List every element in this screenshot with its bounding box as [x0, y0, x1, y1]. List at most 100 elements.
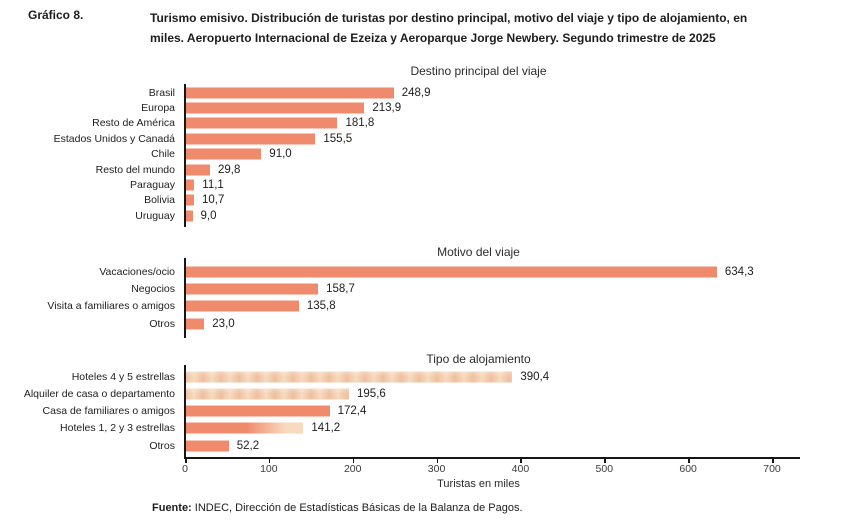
x-tick-mark [604, 459, 606, 463]
bar-track: 634,3 [185, 263, 800, 280]
bar-row: Chile 91,0 [0, 147, 800, 162]
source-note: Fuente: INDEC, Dirección de Estadísticas… [152, 502, 523, 514]
bar-row: Alquiler de casa o departamento 195,6 [0, 385, 800, 402]
x-tick-label: 100 [260, 463, 278, 475]
chart-destino-principal: Destino principal del viaje Brasil 248,9 E… [0, 64, 851, 234]
x-tick-mark [772, 459, 774, 463]
bar-track: 141,2 [185, 420, 800, 437]
bar-track: 155,5 [185, 131, 800, 146]
x-tick-label: 200 [343, 463, 362, 475]
bar [185, 440, 229, 452]
y-axis-line [184, 365, 186, 459]
bar-track: 10,7 [185, 193, 800, 208]
bar [185, 179, 195, 191]
category-label: Visita a familiares o amigos [47, 300, 175, 313]
chart-title-destino: Destino principal del viaje [410, 64, 547, 78]
value-label: 634,3 [724, 265, 754, 278]
x-tick-label: 0 [182, 463, 188, 475]
x-tick-label: 500 [595, 463, 614, 475]
value-label: 213,9 [372, 102, 402, 115]
x-axis: 0 100 200 300 400 500 600 700 Turistas en miles [182, 457, 802, 497]
bar [185, 164, 210, 176]
bar-row: Brasil 248,9 [0, 85, 800, 100]
category-label: Hoteles 1, 2 y 3 estrellas [60, 422, 175, 435]
value-label: 11,1 [202, 179, 224, 192]
x-tick-mark [185, 459, 187, 463]
bar-track: 9,0 [185, 208, 800, 223]
bar [185, 300, 299, 312]
value-label: 141,2 [311, 422, 341, 435]
bar-row: Estados Unidos y Canadá 155,5 [0, 131, 800, 146]
x-tick-mark [436, 459, 439, 463]
bar [185, 422, 304, 434]
bar [185, 318, 205, 330]
bar-track: 195,6 [185, 385, 800, 402]
bar-track: 91,0 [185, 147, 800, 162]
bar-track: 172,4 [185, 403, 800, 420]
bar [185, 210, 193, 222]
bar-rows-motivo: Vacaciones/ocio 634,3 Negocios 158,7 Visita … [0, 263, 851, 332]
category-label: Vacaciones/ocio [99, 265, 175, 278]
x-tick-label: 300 [427, 463, 446, 475]
value-label: 158,7 [326, 282, 355, 295]
bar-track: 181,8 [185, 116, 800, 131]
bar-rows-alojamiento: Hoteles 4 y 5 estrellas 390,4 Alquiler de … [0, 368, 851, 454]
value-label: 10,7 [201, 194, 225, 207]
value-label: 390,4 [520, 370, 550, 383]
bar-track: 248,9 [185, 85, 800, 100]
y-axis-line [184, 258, 186, 338]
bar-row: Vacaciones/ocio 634,3 [0, 263, 800, 280]
chart-tipo-alojamiento: Tipo de alojamiento Hoteles 4 y 5 estrel… [0, 352, 851, 459]
category-label: Otros [149, 317, 175, 330]
bar-row: Otros 52,2 [0, 437, 800, 454]
bar-track: 11,1 [185, 177, 800, 192]
bar [185, 283, 319, 295]
figure-title: Turismo emisivo. Distribución de turista… [150, 8, 840, 48]
figure-title-line2: miles. Aeropuerto Internacional de Ezeiz… [150, 31, 716, 45]
bar [185, 133, 316, 145]
category-label: Otros [149, 439, 175, 452]
bar-track: 390,4 [185, 368, 800, 385]
bar-track: 135,8 [185, 298, 800, 315]
category-label: Negocios [131, 282, 175, 295]
x-tick-mark [352, 459, 355, 463]
value-label: 52,2 [236, 439, 260, 452]
bar-row: Bolivia 10,7 [0, 193, 800, 208]
category-label: Hoteles 4 y 5 estrellas [71, 370, 175, 383]
category-label: Brasil [148, 86, 175, 99]
category-label: Chile [151, 148, 175, 161]
bar-row: Europa 213,9 [0, 100, 800, 115]
bar-row: Hoteles 1, 2 y 3 estrellas 141,2 [0, 420, 800, 437]
x-tick-label: 700 [763, 463, 781, 475]
bar-row: Resto de América 181,8 [0, 116, 800, 131]
category-label: Paraguay [130, 179, 175, 192]
x-axis-title: Turistas en miles [437, 478, 520, 490]
value-label: 135,8 [306, 300, 336, 313]
bar [185, 266, 717, 278]
bar [185, 405, 330, 417]
category-label: Uruguay [135, 209, 175, 222]
x-axis-line [185, 457, 800, 459]
value-label: 9,0 [200, 209, 217, 222]
x-tick-label: 400 [511, 463, 530, 475]
value-label: 181,8 [345, 117, 375, 130]
bar-row: Negocios 158,7 [0, 280, 800, 297]
source-label: Fuente: [152, 502, 192, 514]
bar [185, 148, 262, 160]
value-label: 155,5 [323, 132, 353, 145]
bar-row: Resto del mundo 29,8 [0, 162, 800, 177]
x-tick-mark [520, 459, 522, 463]
figure-label: Gráfico 8. [28, 8, 84, 22]
chart-title-motivo: Motivo del viaje [437, 245, 520, 259]
bar-track: 52,2 [185, 437, 800, 454]
category-label: Bolivia [144, 194, 175, 207]
bar-row: Hoteles 4 y 5 estrellas 390,4 [0, 368, 800, 385]
value-label: 23,0 [212, 317, 235, 330]
bar [185, 371, 513, 383]
chart-title-alojamiento: Tipo de alojamiento [426, 352, 531, 366]
bar-rows-destino: Brasil 248,9 Europa 213,9 Resto de América 18… [0, 85, 851, 224]
bar [185, 102, 365, 114]
value-label: 172,4 [337, 405, 367, 418]
bar [185, 117, 338, 129]
